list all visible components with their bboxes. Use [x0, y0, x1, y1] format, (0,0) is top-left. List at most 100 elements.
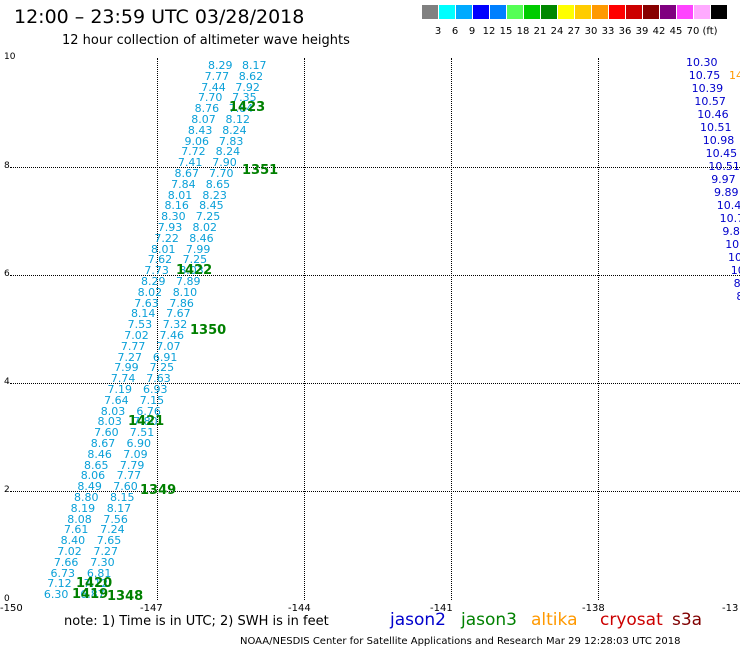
wave-height-value: 8.08: [67, 512, 92, 526]
wave-height-value: 8.40: [60, 534, 86, 548]
time-label: 1421: [128, 414, 165, 429]
wave-height-value: 7.60: [94, 426, 119, 440]
wave-height-value: 7.86: [169, 296, 194, 310]
wave-height-value: 8.01: [167, 188, 193, 202]
wave-height-value: 7.92: [235, 80, 260, 94]
time-label: 1422: [176, 263, 213, 278]
wave-height-value: 10.30: [686, 56, 718, 69]
grid-line-horizontal: [10, 383, 740, 384]
page-title: 12:00 – 23:59 UTC 03/28/2018: [14, 6, 305, 28]
legend-swatch: [575, 5, 591, 19]
wave-height-value: 9.97: [711, 173, 736, 186]
wave-height-value: 7.24: [100, 523, 125, 537]
wave-height-value: 7.53: [127, 318, 153, 332]
wave-height-value: 7.70: [209, 167, 234, 180]
satellite-name: jason3: [461, 610, 517, 630]
x-tick-label: -144: [288, 603, 311, 614]
wave-height-value: 7.63: [134, 296, 159, 310]
legend-label: 45: [669, 26, 683, 37]
satellite-name: s3a: [672, 610, 703, 630]
time-label: 1351: [242, 163, 279, 178]
legend-swatch: [439, 5, 455, 19]
wave-height-value: 8.24: [215, 145, 241, 159]
wave-height-value: 8.76: [194, 102, 220, 116]
x-tick-label: -141: [430, 603, 453, 614]
wave-height-value: 10.98: [702, 134, 735, 147]
wave-height-value: 6.81: [86, 566, 112, 580]
x-tick-label: -147: [140, 603, 163, 614]
wave-height-value: 8.02: [192, 221, 218, 234]
y-tick-label: 8: [4, 161, 10, 171]
time-label: 1420: [76, 576, 113, 591]
wave-height-value: 8.29: [208, 59, 233, 72]
wave-height-value: 7.89: [176, 275, 201, 288]
wave-height-value: 8.15: [110, 491, 135, 504]
legend-label: 33: [601, 26, 615, 37]
wave-height-value: 8.03: [100, 404, 126, 418]
wave-height-value: 7.77: [116, 469, 142, 483]
footer-note: note: 1) Time is in UTC; 2) SWH is in fe…: [64, 614, 329, 629]
grid-line-vertical: [598, 58, 599, 600]
legend-label: 42: [652, 26, 666, 37]
wave-height-value: 7.99: [114, 361, 139, 375]
y-tick-label: 10: [4, 52, 16, 62]
wave-height-value: 7.41: [177, 156, 203, 170]
wave-height-value: 8.43: [187, 123, 213, 137]
legend-swatch: [456, 5, 472, 19]
wave-height-value: 8.80: [74, 491, 99, 504]
wave-height-value: 7.93: [157, 221, 183, 234]
legend-label: 15: [499, 26, 513, 37]
wave-height-value: 8.07: [191, 113, 216, 126]
wave-height-value: 8.03: [97, 415, 122, 429]
legend-label: 36: [618, 26, 632, 37]
wave-height-value: 7.99: [185, 242, 211, 256]
wave-height-value: 8.67: [90, 437, 116, 450]
legend-swatch: [660, 5, 676, 19]
time-label: 1350: [190, 323, 227, 338]
wave-height-value: 10.: [728, 251, 740, 264]
x-tick-label: -13: [722, 603, 739, 614]
wave-height-value: 7.77: [204, 69, 230, 83]
grid-line-horizontal: [10, 167, 740, 168]
wave-height-value: 10.75: [688, 69, 721, 82]
legend-swatch: [422, 5, 438, 19]
wave-height-value: 7.63: [146, 372, 171, 386]
wave-height-value: 8.30: [161, 210, 186, 224]
wave-height-value: 8.23: [202, 188, 227, 202]
legend-swatch: [490, 5, 506, 19]
wave-height-value: 7.84: [228, 102, 254, 116]
wave-height-value: 7.72: [181, 145, 206, 159]
y-tick-label: 0: [4, 594, 10, 604]
legend-swatch: [541, 5, 557, 19]
wave-height-value: 8.46: [189, 231, 214, 245]
legend-label: (ft): [702, 26, 718, 37]
wave-height-value: 7.60: [113, 480, 138, 494]
time-label: 1419: [72, 587, 109, 602]
wave-height-value: 7.66: [53, 555, 79, 569]
wave-height-value: 7.65: [96, 534, 122, 548]
grid-line-horizontal: [10, 491, 740, 492]
wave-height-value: 7.90: [212, 156, 237, 170]
wave-height-value: 8.49: [77, 480, 102, 494]
wave-height-value: 14: [729, 69, 740, 82]
time-label: 1348: [107, 589, 144, 604]
wave-height-value: 8.03: [179, 264, 204, 278]
satellite-name: jason2: [390, 610, 446, 630]
legend-swatch: [592, 5, 608, 19]
legend-label: 3: [434, 26, 442, 37]
legend-label: 24: [550, 26, 564, 37]
wave-height-value: 7.35: [232, 91, 257, 105]
wave-height-value: 8.17: [106, 501, 132, 515]
wave-height-value: 7.25: [195, 210, 221, 224]
page-subtitle: 12 hour collection of altimeter wave hei…: [62, 33, 350, 48]
legend-label: 12: [482, 26, 496, 37]
y-tick-label: 2: [4, 485, 10, 495]
credit-line: NOAA/NESDIS Center for Satellite Applica…: [240, 636, 681, 647]
wave-height-value: 7.15: [139, 393, 165, 407]
wave-height-value: 10.40: [716, 199, 740, 212]
legend-label: 21: [533, 26, 547, 37]
wave-height-value: 7.62: [147, 253, 173, 267]
wave-height-value: 6.30: [43, 588, 69, 602]
wave-height-value: 8.14: [130, 307, 156, 321]
wave-height-value: 7.77: [120, 339, 146, 353]
